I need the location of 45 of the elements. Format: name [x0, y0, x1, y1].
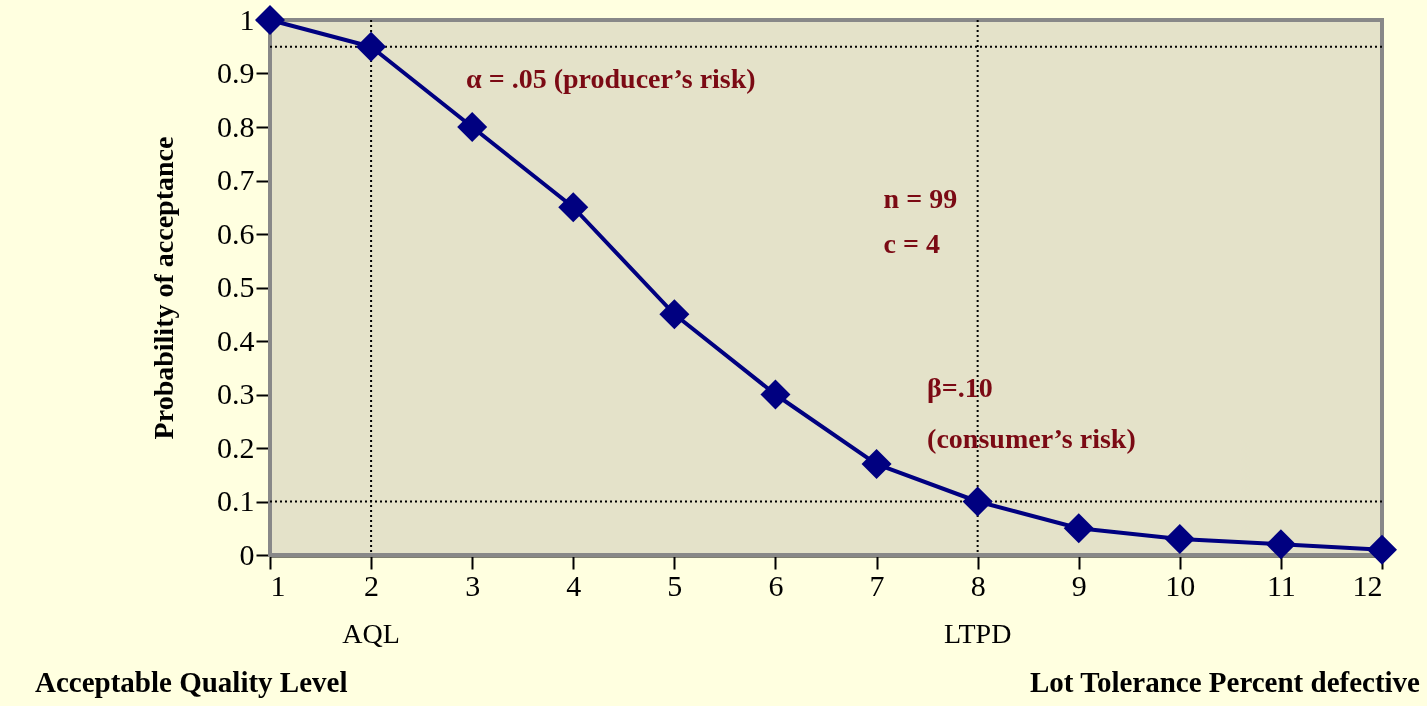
annotation: β=.10 [927, 372, 993, 404]
x-tick-label: 1 [270, 568, 286, 602]
y-tick-label: 0.3 [217, 377, 255, 410]
annotation: (consumer’s risk) [927, 422, 1136, 454]
x-tick-label: 2 [364, 568, 380, 602]
y-axis-title: Probability of acceptance [148, 136, 179, 440]
y-tick-label: 0 [239, 537, 255, 571]
point [659, 299, 690, 330]
y-tick-label: 0.9 [217, 56, 255, 89]
point [962, 486, 993, 517]
y-tick-label: 0.7 [217, 163, 255, 196]
y-tick-label: 0.2 [217, 430, 255, 464]
y-tick-label: 0.6 [217, 216, 255, 250]
point [760, 379, 791, 410]
point [1367, 534, 1397, 565]
y-tick-label: 0.8 [217, 109, 255, 143]
y-tick-label: 0.5 [217, 270, 255, 303]
point [861, 449, 892, 480]
annotation: n = 99 [883, 182, 958, 214]
x-tick-label: 9 [1071, 568, 1087, 602]
point [457, 112, 488, 142]
x-tick-label: 6 [768, 568, 784, 602]
y-tick-label: 0.1 [217, 484, 255, 517]
x-tick-label: 8 [970, 568, 986, 602]
y-tick-label: 0.4 [217, 323, 255, 357]
x-tick-label: 4 [566, 568, 582, 602]
x-tick-label: 5 [667, 568, 683, 602]
x-tick-label: 12 [1352, 568, 1383, 602]
annotation: α = .05 (producer’s risk) [466, 62, 756, 94]
text: LTPD [943, 618, 1012, 649]
point [1063, 513, 1094, 544]
point [1265, 529, 1296, 560]
x-tick-label: 3 [465, 568, 481, 602]
x-tick-label: 7 [869, 568, 885, 602]
y-tick-label: 1 [239, 2, 255, 36]
point [255, 5, 285, 35]
point [1164, 523, 1195, 554]
x-tick-label: 11 [1266, 568, 1296, 602]
text: AQL [342, 618, 400, 649]
text: Acceptable Quality Level [35, 666, 348, 698]
point [356, 31, 387, 62]
x-tick-label: 10 [1165, 568, 1196, 602]
text: Lot Tolerance Percent defective [1029, 666, 1421, 698]
point [558, 192, 589, 223]
annotation: c = 4 [883, 227, 941, 259]
